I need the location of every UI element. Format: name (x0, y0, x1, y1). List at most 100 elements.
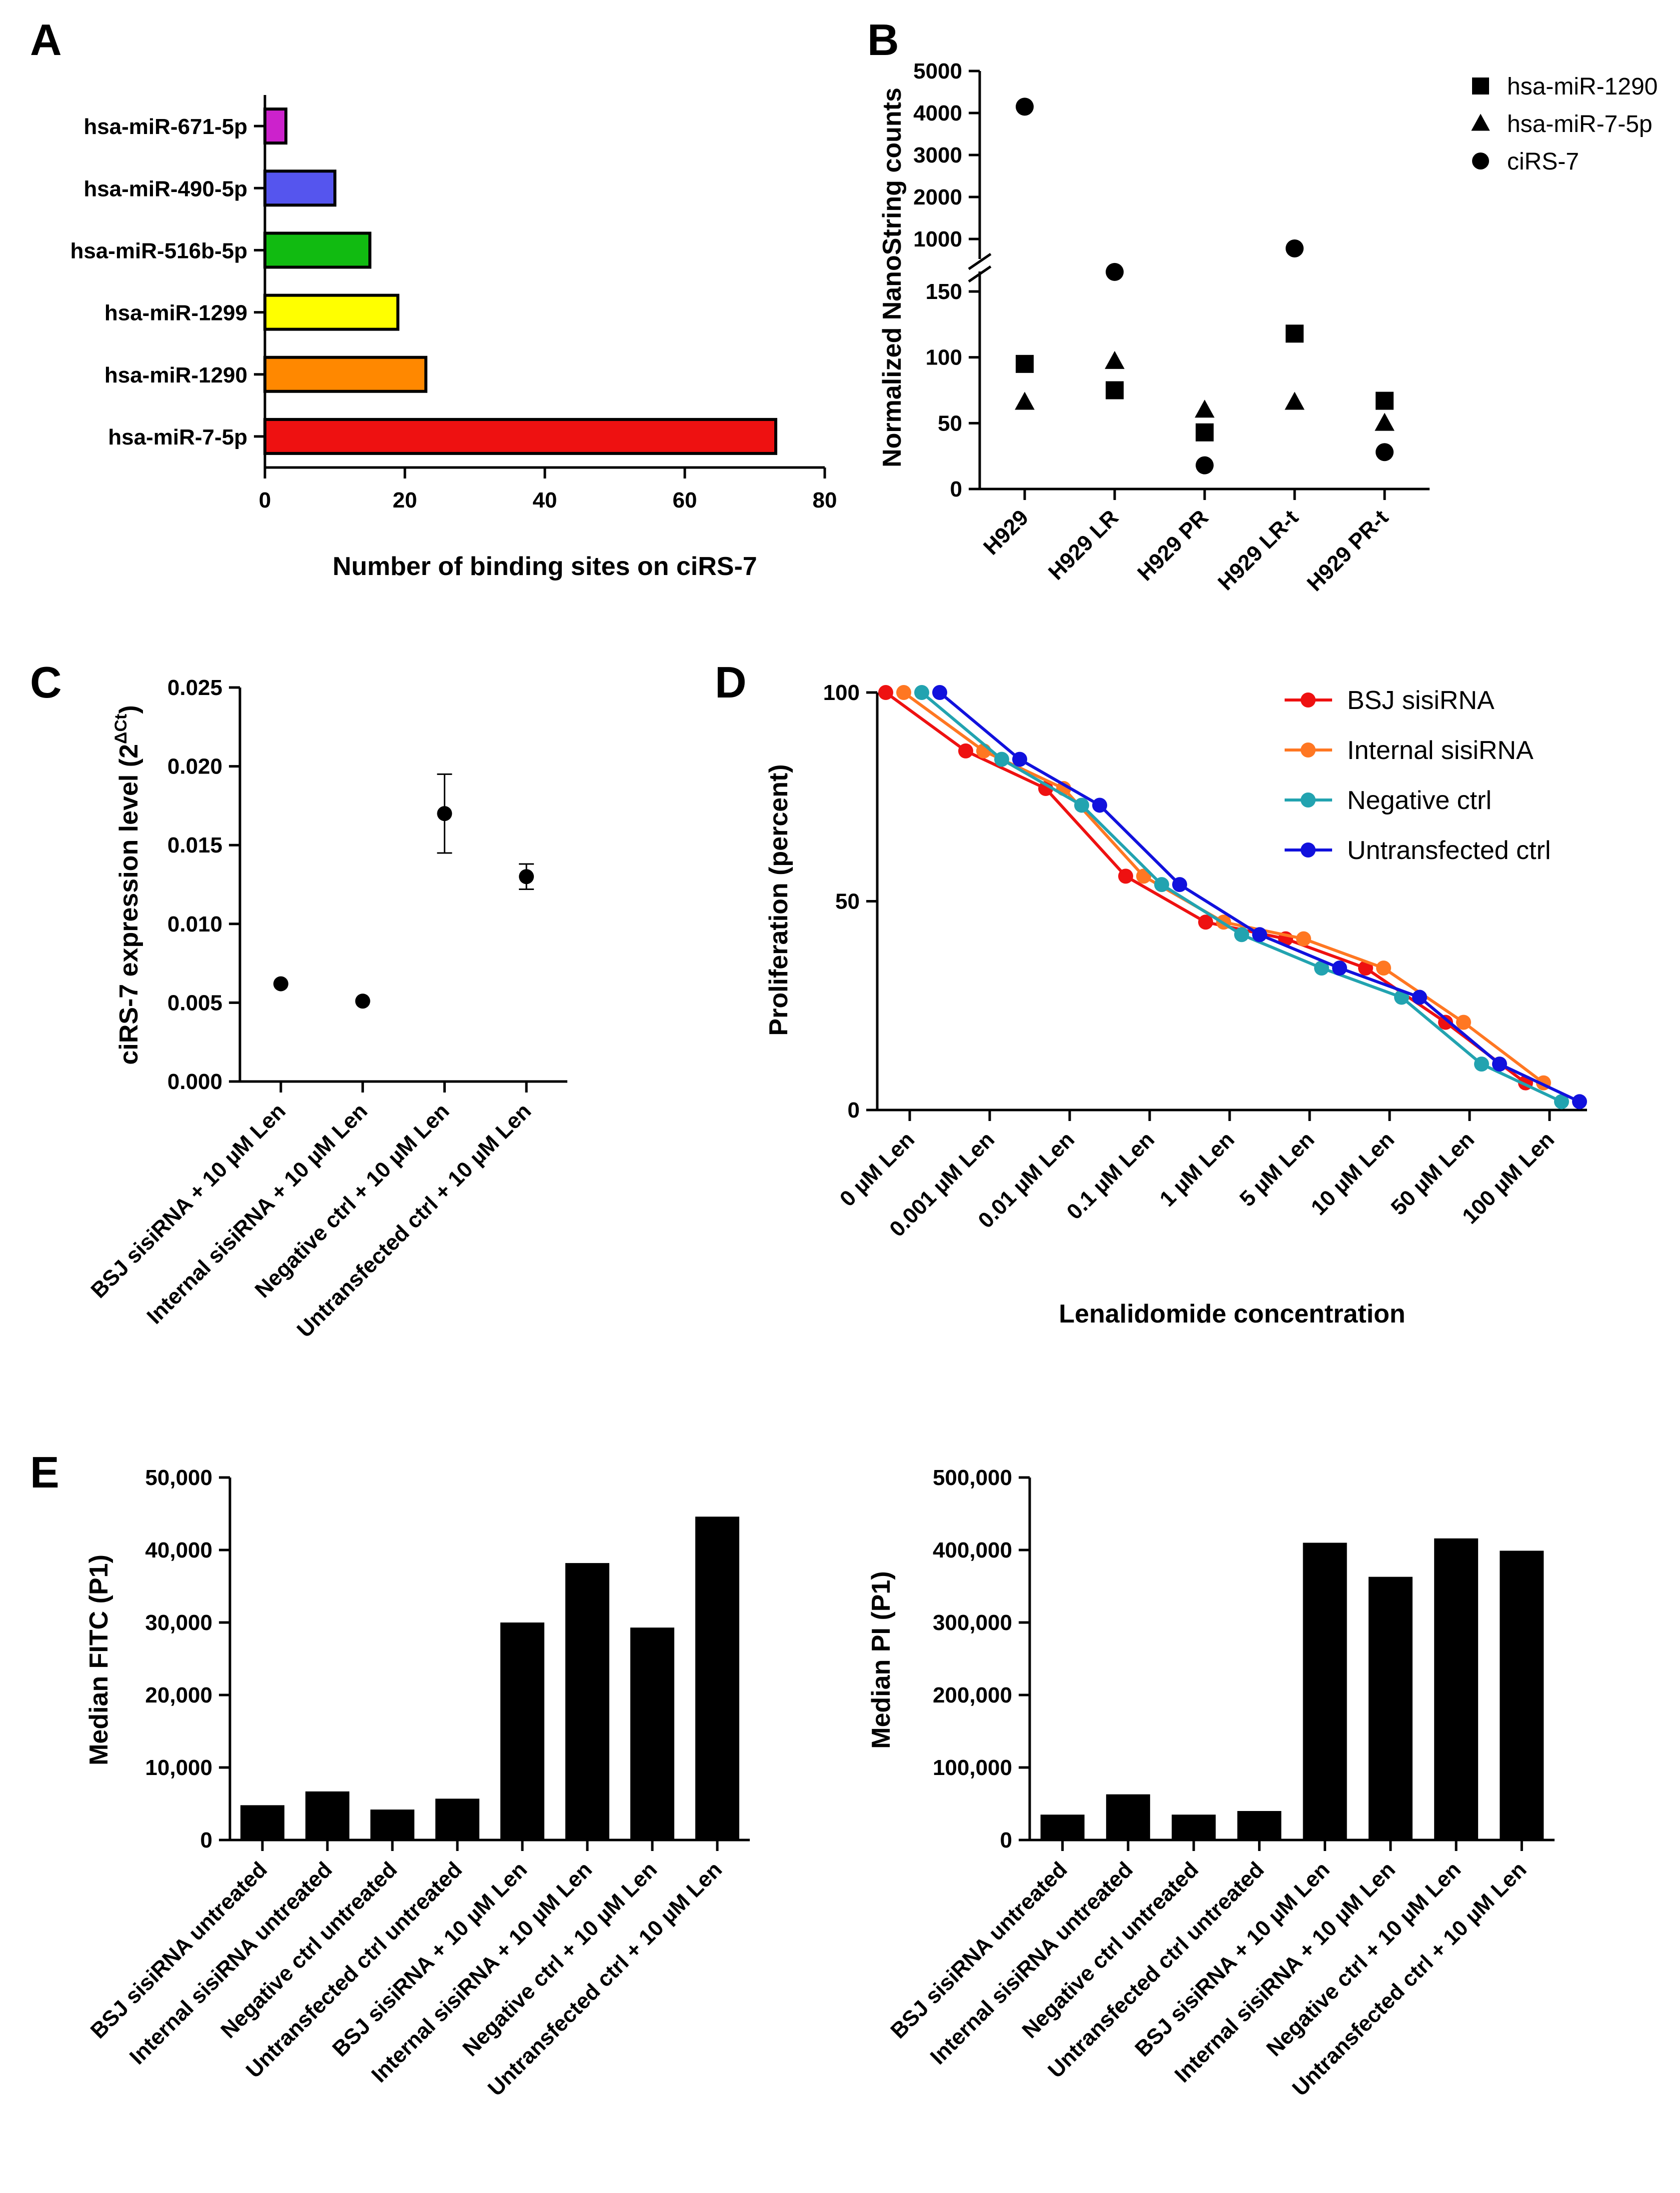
y-tick-label: 500,000 (933, 1466, 1012, 1490)
legend-label: hsa-miR-1290 (1507, 74, 1658, 100)
point-untransfected-ctrl (1412, 990, 1427, 1005)
x-tick-label: 0 µM Len (835, 1127, 919, 1211)
y-tick-label: 1000 (913, 227, 962, 252)
y-tick-label: 0.000 (167, 1070, 222, 1094)
bar-hsa-mir-1299 (263, 294, 399, 331)
y-tick-label: 0 (1000, 1828, 1012, 1852)
bar (630, 1628, 674, 1840)
bar (1106, 1794, 1150, 1840)
y-tick-label: hsa-miR-1290 (104, 363, 247, 388)
point-negative-ctrl (1154, 877, 1169, 892)
legend-marker-circle (1472, 152, 1489, 170)
legend-swatch-dot (1301, 692, 1316, 708)
point-bsj-sisirna (878, 685, 893, 700)
legend-swatch-dot (1301, 792, 1316, 808)
panel-label-d: D (715, 658, 747, 707)
point-negative-ctrl (1074, 798, 1089, 813)
bar (305, 1791, 349, 1840)
point-hsa-mir-1290 (1016, 354, 1034, 373)
point-negative-ctrl (1234, 927, 1249, 942)
bar (500, 1622, 544, 1840)
point-hsa-mir-7-5p (1375, 412, 1395, 431)
point-hsa-mir-7-5p (1105, 350, 1125, 369)
point-bsj-sisirna (958, 743, 973, 758)
point-untransfected-ctrl (1252, 927, 1267, 942)
x-tick-label: 5 µM Len (1235, 1127, 1319, 1211)
point-untransfected-ctrl (1172, 877, 1187, 892)
legend-label: ciRS-7 (1507, 148, 1579, 175)
point-negative-ctrl (994, 752, 1009, 767)
point-hsa-mir-7-5p (1285, 392, 1305, 410)
y-tick-label: 0 (950, 477, 962, 502)
bar (1368, 1576, 1413, 1840)
panel-label-a: A (30, 15, 62, 64)
y-tick-label: 50 (835, 890, 860, 914)
axis-break-mark (968, 252, 992, 270)
x-tick-label: Untransfected ctrl + 10 µM Len (1288, 1857, 1531, 2100)
point-internal-sisirna (1456, 1014, 1471, 1030)
bar-hsa-mir-671-5p (263, 108, 287, 145)
y-tick-label: 150 (926, 280, 962, 304)
x-tick-label: 1 µM Len (1155, 1127, 1239, 1211)
y-tick-label: 400,000 (933, 1538, 1012, 1562)
legend-label: BSJ sisiRNA (1347, 686, 1495, 715)
point-hsa-mir-1290 (1106, 381, 1124, 400)
y-tick-label: 20,000 (145, 1683, 212, 1708)
y-tick-label: 0.020 (167, 754, 222, 779)
bar (370, 1810, 414, 1840)
x-tick-label: 10 µM Len (1306, 1127, 1399, 1220)
y-tick-label: 10,000 (145, 1756, 212, 1780)
y-axis-title-superscript: ΔCt (111, 714, 130, 744)
x-tick-label: H929 LR-t (1213, 505, 1303, 595)
legend-label: Internal sisiRNA (1347, 736, 1534, 765)
bar (1040, 1814, 1085, 1840)
point-cirs-7 (1376, 443, 1394, 462)
data-point (355, 994, 370, 1009)
y-tick-label: 30,000 (145, 1610, 212, 1635)
y-tick-label: 0 (848, 1098, 860, 1122)
y-tick-label: hsa-miR-671-5p (83, 114, 247, 139)
point-cirs-7 (1106, 262, 1124, 281)
point-untransfected-ctrl (1572, 1094, 1587, 1110)
y-tick-label: hsa-miR-7-5p (108, 425, 247, 450)
y-tick-label: 100 (823, 680, 860, 705)
point-bsj-sisirna (1118, 868, 1133, 884)
point-hsa-mir-7-5p (1015, 392, 1035, 410)
y-axis-title: Normalized NanoString counts (878, 88, 907, 468)
bar (1500, 1550, 1544, 1840)
point-internal-sisirna (1376, 960, 1391, 976)
y-tick-label: 0 (200, 1828, 212, 1852)
bar (1172, 1814, 1216, 1840)
y-tick-label: hsa-miR-1299 (104, 301, 247, 326)
y-tick-label: 100,000 (933, 1756, 1012, 1780)
y-tick-label: 0.005 (167, 990, 222, 1015)
point-cirs-7 (1016, 98, 1034, 116)
bar (240, 1805, 284, 1840)
data-point (273, 976, 288, 992)
x-tick-label: 0 (259, 488, 271, 512)
x-axis-title: Number of binding sites on ciRS-7 (332, 552, 757, 581)
y-tick-label: 50 (938, 411, 962, 436)
y-axis-title-main: ciRS-7 expression level (2 (114, 744, 143, 1065)
y-axis-title: ciRS-7 expression level (2ΔCt) (111, 705, 143, 1064)
x-tick-label: 0.1 µM Len (1062, 1127, 1159, 1224)
bar-hsa-mir-490-5p (263, 170, 336, 207)
x-tick-label: 80 (813, 488, 837, 512)
point-internal-sisirna (896, 685, 911, 700)
point-negative-ctrl (1554, 1094, 1569, 1110)
x-tick-label: Untransfected ctrl + 10 µM Len (483, 1857, 727, 2100)
point-hsa-mir-1290 (1286, 324, 1304, 343)
x-tick-label: 20 (393, 488, 417, 512)
point-hsa-mir-7-5p (1195, 400, 1215, 418)
y-tick-label: 40,000 (145, 1538, 212, 1562)
panel-label-c: C (30, 658, 62, 707)
y-tick-label: 100 (926, 346, 962, 370)
point-untransfected-ctrl (1492, 1056, 1507, 1072)
y-tick-label: 200,000 (933, 1683, 1012, 1708)
y-tick-label: 0.010 (167, 912, 222, 936)
chart-a: hsa-miR-671-5p hsa-miR-490-5p hsa-miR-516b… (70, 95, 837, 581)
